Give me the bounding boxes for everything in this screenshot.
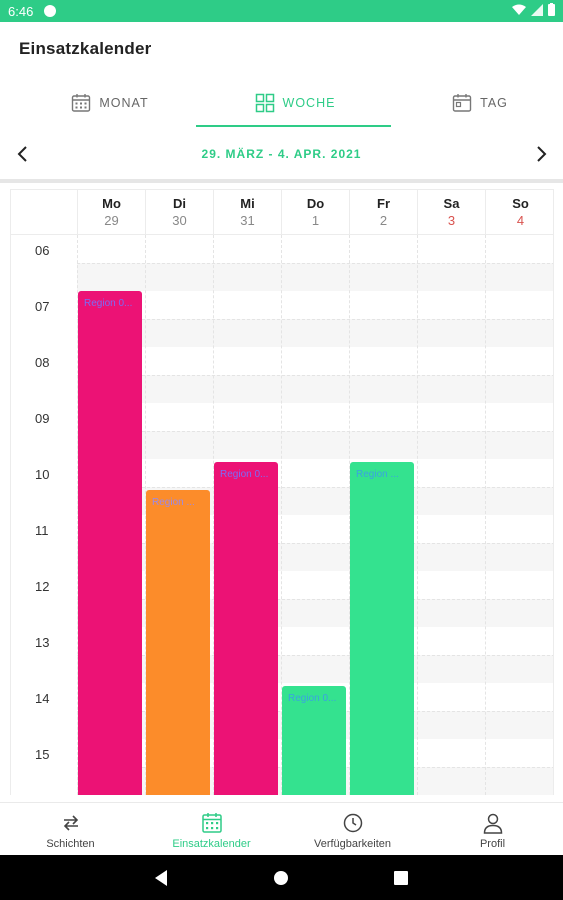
hour-row: 09 <box>11 403 553 459</box>
next-week-button[interactable] <box>529 142 553 166</box>
day-name: Do <box>306 196 325 211</box>
hour-label: 09 <box>35 411 50 426</box>
nav-verfuegbarkeiten-label: Verfügbarkeiten <box>313 838 392 850</box>
day-date: 31 <box>240 213 255 228</box>
hour-row: 06 <box>11 235 553 291</box>
notification-icon <box>44 5 56 17</box>
day-divider <box>145 235 146 795</box>
tab-monat-label: MONAT <box>99 96 149 110</box>
calendar-day-icon <box>452 94 472 112</box>
battery-icon <box>548 3 555 16</box>
back-icon[interactable] <box>150 867 172 889</box>
tab-woche-label: WOCHE <box>282 96 336 110</box>
nav-einsatzkalender[interactable]: Einsatzkalender <box>141 803 282 856</box>
chevron-right-icon <box>537 146 547 162</box>
page-title: Einsatzkalender <box>19 39 152 58</box>
day-date: 4 <box>516 213 525 228</box>
hour-label: 06 <box>35 243 50 258</box>
day-header-sa[interactable]: Sa 3 <box>417 190 485 236</box>
shift-event-label: Region ... <box>356 468 399 480</box>
chevron-left-icon <box>17 146 27 162</box>
day-name: Mi <box>240 196 255 211</box>
hour-label: 08 <box>35 355 50 370</box>
hour-label: 13 <box>35 635 50 650</box>
week-range-label: 29. MÄRZ - 4. APR. 2021 <box>201 147 362 161</box>
day-name: So <box>512 196 529 211</box>
swap-arrows-icon <box>63 815 78 831</box>
person-icon <box>483 813 502 834</box>
day-divider <box>485 235 486 795</box>
active-tab-indicator <box>196 125 391 127</box>
shift-event[interactable]: Region 0... <box>214 461 278 795</box>
bottom-navigation: Schichten Einsatzkalender Verfügbarkeite… <box>0 802 563 855</box>
recents-icon[interactable] <box>390 867 412 889</box>
home-icon[interactable] <box>270 867 292 889</box>
day-date: 1 <box>311 213 320 228</box>
status-bar: 6:46 <box>0 0 563 22</box>
nav-schichten[interactable]: Schichten <box>0 803 141 856</box>
hour-label: 07 <box>35 299 50 314</box>
day-name: Di <box>173 196 186 211</box>
day-date: 30 <box>172 213 187 228</box>
hour-row: 08 <box>11 347 553 403</box>
day-date: 2 <box>379 213 388 228</box>
day-divider <box>349 235 350 795</box>
status-icons <box>512 3 555 16</box>
nav-profil-label: Profil <box>479 838 506 850</box>
day-header-do[interactable]: Do 1 <box>281 190 349 236</box>
view-tabs: MONAT WOCHE TAG <box>0 80 563 126</box>
status-time: 6:46 <box>8 4 34 19</box>
day-header-mo[interactable]: Mo 29 <box>77 190 145 236</box>
tab-tag[interactable]: TAG <box>400 80 560 126</box>
tab-monat[interactable]: MONAT <box>30 80 190 126</box>
hour-label: 14 <box>35 691 50 706</box>
day-date: 3 <box>447 213 456 228</box>
day-header-di[interactable]: Di 30 <box>145 190 213 236</box>
day-divider <box>77 235 78 795</box>
time-grid[interactable]: 06 07 08 09 10 11 12 13 14 15 Region 0..… <box>11 235 553 795</box>
day-header-fr[interactable]: Fr 2 <box>349 190 417 236</box>
hour-row: 07 <box>11 291 553 347</box>
day-header-mi[interactable]: Mi 31 <box>213 190 281 236</box>
tab-tag-label: TAG <box>480 96 508 110</box>
system-navigation-bar <box>0 855 563 900</box>
header-divider <box>0 179 563 183</box>
day-divider <box>213 235 214 795</box>
day-name: Sa <box>443 196 460 211</box>
nav-verfuegbarkeiten[interactable]: Verfügbarkeiten <box>282 803 423 856</box>
nav-schichten-label: Schichten <box>46 838 95 850</box>
calendar-header: Mo 29 Di 30 Mi 31 Do 1 Fr 2 Sa 3 So 4 <box>11 189 553 236</box>
shift-event-label: Region 0... <box>84 298 133 309</box>
day-header-so[interactable]: So 4 <box>485 190 553 236</box>
day-name: Mo <box>102 196 121 211</box>
wifi-icon <box>512 4 526 15</box>
calendar-month-icon <box>72 94 91 112</box>
day-date: 29 <box>104 213 119 228</box>
day-divider <box>417 235 418 795</box>
shift-event-label: Region ... <box>152 496 195 508</box>
week-calendar: Mo 29 Di 30 Mi 31 Do 1 Fr 2 Sa 3 So 4 06 07 08 … <box>10 189 554 795</box>
week-navigation: 29. MÄRZ - 4. APR. 2021 <box>0 138 563 170</box>
shift-event-label: Region 0... <box>288 692 337 704</box>
shift-event[interactable]: Region 0... <box>78 291 142 795</box>
day-name: Fr <box>377 196 390 211</box>
shift-event[interactable]: Region ... <box>146 489 210 795</box>
hour-label: 11 <box>35 523 49 538</box>
hour-label: 12 <box>35 579 50 594</box>
shift-event[interactable]: Region 0... <box>282 685 346 795</box>
signal-icon <box>531 3 543 16</box>
grid-week-icon <box>255 93 274 113</box>
tab-woche[interactable]: WOCHE <box>210 80 380 126</box>
time-column-header <box>11 190 77 236</box>
previous-week-button[interactable] <box>11 142 35 166</box>
clock-icon <box>343 813 362 833</box>
nav-profil[interactable]: Profil <box>422 803 563 856</box>
calendar-icon <box>201 813 222 833</box>
shift-event[interactable]: Region ... <box>350 461 414 795</box>
hour-label: 15 <box>35 747 50 762</box>
nav-einsatzkalender-label: Einsatzkalender <box>172 838 251 850</box>
shift-event-label: Region 0... <box>220 468 269 480</box>
day-divider <box>281 235 282 795</box>
hour-label: 10 <box>35 467 50 482</box>
